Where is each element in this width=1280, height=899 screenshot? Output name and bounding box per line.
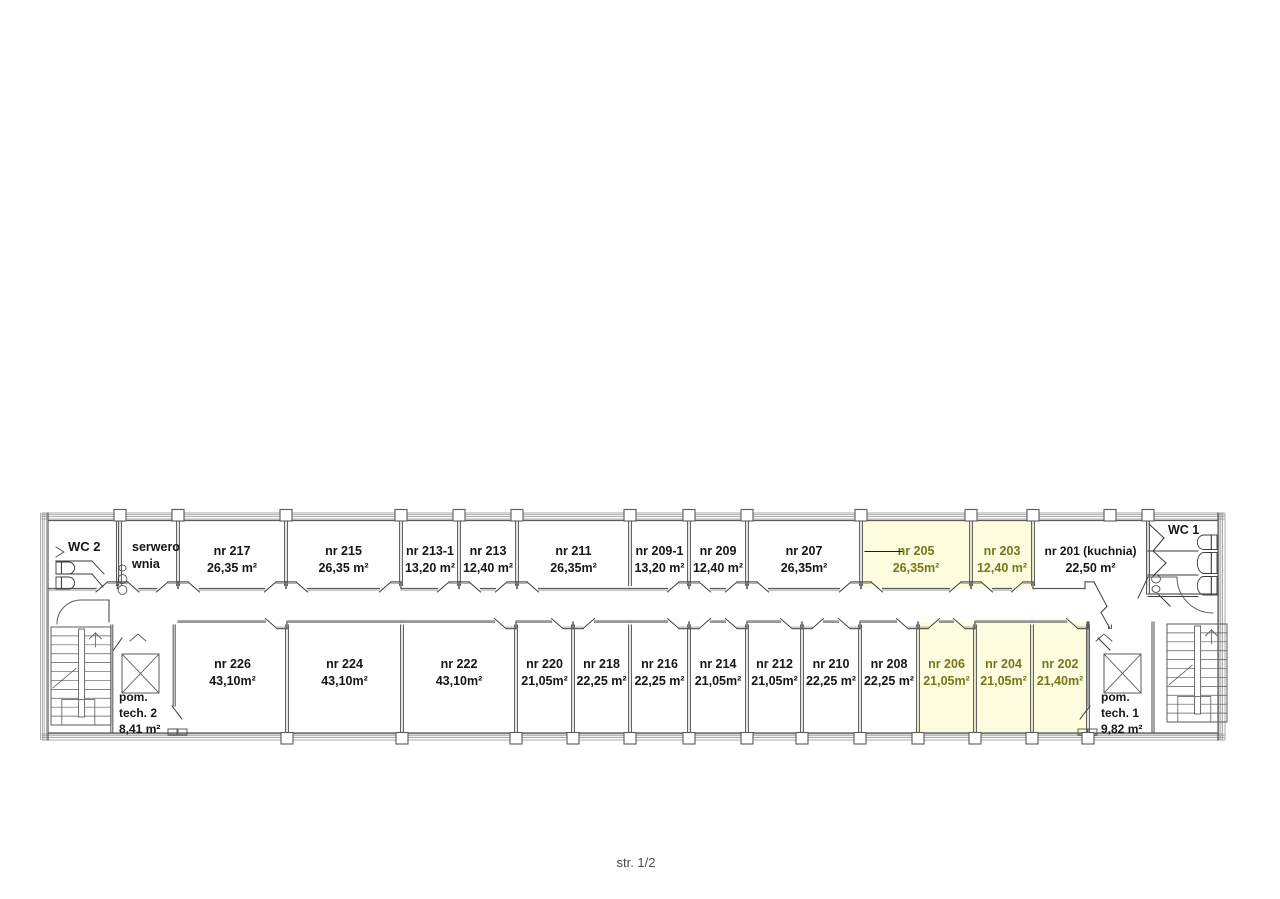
svg-text:12,40 m²: 12,40 m² bbox=[977, 561, 1027, 575]
svg-text:nr 202: nr 202 bbox=[1042, 657, 1079, 671]
svg-text:43,10m²: 43,10m² bbox=[209, 674, 256, 688]
svg-text:nr 203: nr 203 bbox=[984, 544, 1021, 558]
svg-text:26,35m²: 26,35m² bbox=[893, 561, 940, 575]
svg-text:26,35m²: 26,35m² bbox=[781, 561, 828, 575]
svg-text:13,20 m²: 13,20 m² bbox=[634, 561, 684, 575]
svg-text:pom.: pom. bbox=[119, 690, 148, 704]
svg-text:21,05m²: 21,05m² bbox=[980, 674, 1027, 688]
svg-text:nr 213: nr 213 bbox=[470, 544, 507, 558]
svg-text:22,50 m²: 22,50 m² bbox=[1065, 561, 1115, 575]
svg-text:22,25 m²: 22,25 m² bbox=[806, 674, 856, 688]
svg-text:tech. 2: tech. 2 bbox=[119, 706, 157, 720]
svg-text:nr 226: nr 226 bbox=[214, 657, 251, 671]
svg-text:12,40 m²: 12,40 m² bbox=[693, 561, 743, 575]
svg-text:22,25 m²: 22,25 m² bbox=[634, 674, 684, 688]
svg-text:tech. 1: tech. 1 bbox=[1101, 706, 1139, 720]
svg-text:nr 210: nr 210 bbox=[813, 657, 850, 671]
svg-text:26,35m²: 26,35m² bbox=[550, 561, 597, 575]
svg-text:nr 201 (kuchnia): nr 201 (kuchnia) bbox=[1044, 544, 1136, 558]
svg-text:21,05m²: 21,05m² bbox=[923, 674, 970, 688]
svg-text:nr 205: nr 205 bbox=[898, 544, 935, 558]
svg-text:serwero: serwero bbox=[132, 540, 180, 554]
svg-text:nr 212: nr 212 bbox=[756, 657, 793, 671]
svg-text:pom.: pom. bbox=[1101, 690, 1130, 704]
svg-text:21,05m²: 21,05m² bbox=[521, 674, 568, 688]
svg-text:wnia: wnia bbox=[131, 557, 161, 571]
svg-text:26,35 m²: 26,35 m² bbox=[207, 561, 257, 575]
svg-text:12,40 m²: 12,40 m² bbox=[463, 561, 513, 575]
svg-text:nr 222: nr 222 bbox=[441, 657, 478, 671]
svg-text:21,05m²: 21,05m² bbox=[695, 674, 742, 688]
svg-text:nr 220: nr 220 bbox=[526, 657, 563, 671]
svg-text:26,35 m²: 26,35 m² bbox=[318, 561, 368, 575]
svg-text:13,20 m²: 13,20 m² bbox=[405, 561, 455, 575]
svg-text:nr 216: nr 216 bbox=[641, 657, 678, 671]
svg-text:WC 2: WC 2 bbox=[68, 539, 101, 554]
svg-text:21,40m²: 21,40m² bbox=[1037, 674, 1084, 688]
svg-text:nr 211: nr 211 bbox=[555, 544, 591, 558]
svg-text:nr 215: nr 215 bbox=[325, 544, 362, 558]
svg-text:nr 208: nr 208 bbox=[871, 657, 908, 671]
svg-text:nr 206: nr 206 bbox=[928, 657, 965, 671]
svg-text:nr 207: nr 207 bbox=[786, 544, 823, 558]
svg-text:nr 218: nr 218 bbox=[583, 657, 620, 671]
svg-text:43,10m²: 43,10m² bbox=[436, 674, 483, 688]
svg-text:22,25 m²: 22,25 m² bbox=[576, 674, 626, 688]
svg-text:nr 204: nr 204 bbox=[985, 657, 1022, 671]
svg-text:nr 214: nr 214 bbox=[700, 657, 737, 671]
svg-text:21,05m²: 21,05m² bbox=[751, 674, 798, 688]
svg-text:22,25 m²: 22,25 m² bbox=[864, 674, 914, 688]
svg-text:nr 224: nr 224 bbox=[326, 657, 363, 671]
svg-text:WC 1: WC 1 bbox=[1168, 523, 1199, 537]
svg-text:9,82 m²: 9,82 m² bbox=[1101, 722, 1142, 736]
svg-text:nr 209: nr 209 bbox=[700, 544, 737, 558]
svg-text:str. 1/2: str. 1/2 bbox=[616, 855, 655, 870]
svg-text:8,41 m²: 8,41 m² bbox=[119, 722, 160, 736]
svg-text:nr 213-1: nr 213-1 bbox=[406, 544, 454, 558]
svg-text:43,10m²: 43,10m² bbox=[321, 674, 368, 688]
svg-text:nr 209-1: nr 209-1 bbox=[636, 544, 684, 558]
svg-text:nr 217: nr 217 bbox=[214, 544, 251, 558]
